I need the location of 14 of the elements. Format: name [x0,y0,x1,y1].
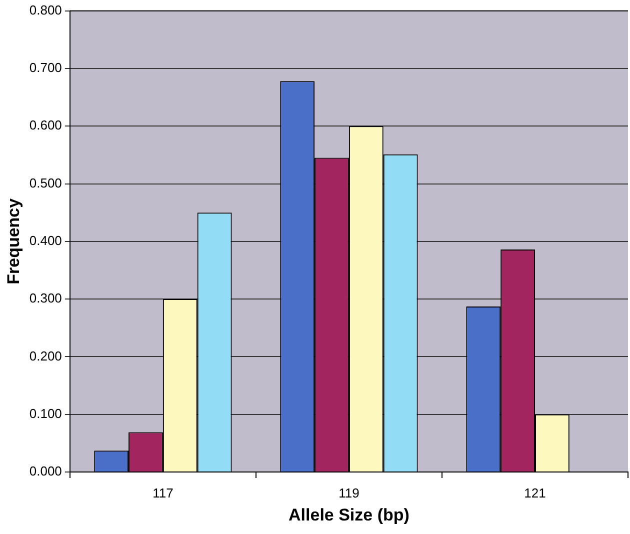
y-tick-label: 0.800 [29,2,62,18]
y-tick-label: 0.000 [29,464,62,479]
x-tick-label: 119 [338,485,360,500]
y-tick-label: 0.100 [29,406,62,421]
x-tick-label: 121 [524,485,546,500]
y-tick-label: 0.500 [29,175,62,190]
y-tick-label: 0.400 [29,232,62,248]
y-tick-label: 0.600 [29,118,62,133]
x-tick-label: 117 [152,485,174,500]
x-axis-title: Allele Size (bp) [288,505,410,524]
y-tick-label: 0.200 [29,348,62,364]
y-axis-title: Frequency [4,198,23,284]
y-tick-label: 0.700 [29,60,62,76]
y-tick-label: 0.300 [29,290,62,306]
